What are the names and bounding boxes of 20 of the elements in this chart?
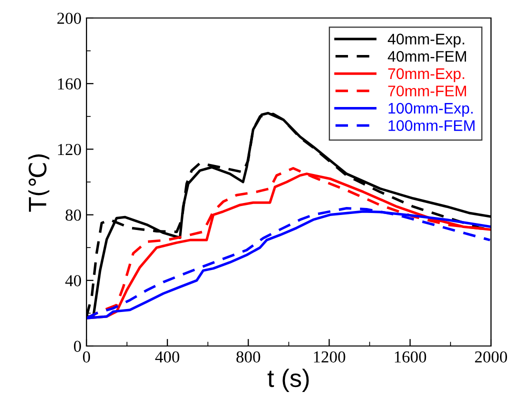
- x-tick-label: 2000: [475, 351, 508, 363]
- legend-label: 40mm-FEM: [388, 50, 466, 62]
- legend-label: 70mm-Exp.: [388, 68, 464, 82]
- y-tick-label: 80: [66, 210, 82, 221]
- legend-label: 100mm-Exp.: [388, 102, 473, 117]
- y-tick-label: 200: [57, 12, 82, 24]
- x-tick-label: 400: [155, 351, 180, 363]
- x-axis-title: t (s): [268, 368, 309, 392]
- x-tick-label: 1600: [394, 351, 426, 363]
- x-tick-label: 0: [82, 351, 90, 363]
- x-tick-label: 1200: [314, 351, 346, 363]
- x-tick-label: 800: [236, 351, 260, 363]
- legend-label: 40mm-Exp.: [388, 34, 464, 48]
- y-axis-title: T(℃): [28, 154, 50, 212]
- y-tick-label: 160: [58, 78, 82, 90]
- y-tick-label: 120: [58, 144, 82, 156]
- legend-label: 100mm-FEM: [388, 120, 474, 131]
- legend-label: 70mm-FEM: [388, 86, 466, 96]
- y-tick-label: 40: [65, 275, 82, 286]
- y-tick-label: 0: [74, 340, 82, 352]
